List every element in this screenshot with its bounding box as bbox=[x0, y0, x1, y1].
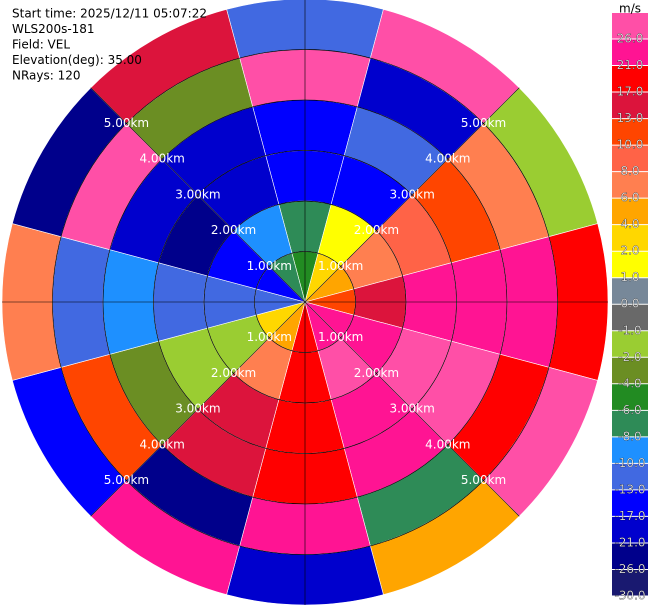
colorbar-tick-label: 10.0 bbox=[617, 138, 644, 152]
colorbar-tick-label: 8.0 bbox=[620, 164, 639, 178]
colorbar-segment bbox=[612, 251, 648, 278]
range-ring bbox=[52, 49, 558, 555]
colorbar-segment bbox=[612, 330, 648, 358]
colorbar-tick-label: -6.0 bbox=[618, 403, 641, 417]
colorbar-segment bbox=[612, 145, 648, 172]
colorbar-tick-label: 17.0 bbox=[617, 85, 644, 99]
colorbar-tick-label: 0.0 bbox=[620, 297, 639, 311]
annotation: Elevation(deg): 35.00 bbox=[12, 53, 142, 67]
range-label: 4.00km bbox=[139, 437, 184, 451]
colorbar-tick-label: -17.0 bbox=[614, 509, 645, 523]
range-label: 5.00km bbox=[461, 116, 506, 130]
annotation: WLS200s-181 bbox=[12, 22, 95, 36]
range-label: 2.00km bbox=[354, 223, 399, 237]
colorbar: m/s 26.0 21.0 17.0 13.0 10.0 8.0 6.0 4.0 2.0 1.0 0.… bbox=[612, 2, 648, 603]
colorbar-segment bbox=[612, 516, 648, 543]
colorbar-segment bbox=[612, 39, 648, 66]
colorbar-segment bbox=[612, 92, 648, 119]
colorbar-segment bbox=[612, 118, 648, 146]
radar-field bbox=[1, 0, 609, 606]
colorbar-label: m/s bbox=[619, 2, 641, 16]
colorbar-tick-label: 6.0 bbox=[620, 191, 639, 205]
colorbar-tick-label: 21.0 bbox=[617, 58, 644, 72]
range-label: 2.00km bbox=[211, 223, 256, 237]
range-label: 4.00km bbox=[425, 437, 470, 451]
range-label: 1.00km bbox=[247, 259, 292, 273]
range-ring bbox=[203, 200, 407, 404]
colorbar-segment bbox=[612, 489, 648, 517]
colorbar-tick-label: -8.0 bbox=[618, 429, 641, 443]
colorbar-tick-label: 2.0 bbox=[620, 244, 639, 258]
colorbar-tick-label: -30.0 bbox=[614, 589, 645, 603]
colorbar-tick-label: 13.0 bbox=[617, 111, 644, 125]
colorbar-segment bbox=[612, 65, 648, 93]
range-label: 4.00km bbox=[425, 152, 470, 166]
colorbar-segment bbox=[612, 277, 648, 305]
colorbar-segment bbox=[612, 224, 648, 252]
range-label: 1.00km bbox=[318, 259, 363, 273]
range-label: 5.00km bbox=[104, 473, 149, 487]
colorbar-segment bbox=[612, 463, 648, 490]
range-label: 5.00km bbox=[104, 116, 149, 130]
range-ring bbox=[153, 150, 457, 454]
colorbar-tick-label: -26.0 bbox=[614, 562, 645, 576]
range-label: 3.00km bbox=[389, 187, 434, 201]
colorbar-tick-label: -21.0 bbox=[614, 535, 645, 549]
colorbar-tick-label: 4.0 bbox=[620, 217, 639, 231]
colorbar-segment bbox=[612, 304, 648, 331]
range-label: 1.00km bbox=[247, 330, 292, 344]
header: Start time: 2025/12/11 05:07:22WLS200s-1… bbox=[12, 7, 207, 83]
annotation: NRays: 120 bbox=[12, 69, 81, 83]
colorbar-tick-label: -2.0 bbox=[618, 350, 641, 364]
colorbar-segment bbox=[612, 198, 648, 225]
colorbar-segment bbox=[612, 569, 648, 596]
colorbar-tick-label: 26.0 bbox=[617, 32, 644, 46]
colorbar-tick-label: -10.0 bbox=[614, 456, 645, 470]
colorbar-segment bbox=[612, 410, 648, 437]
range-label: 1.00km bbox=[318, 330, 363, 344]
colorbar-tick-label: -4.0 bbox=[618, 376, 641, 390]
range-label: 4.00km bbox=[139, 152, 184, 166]
overlay: 1.00km 1.00km 1.00km 1.00km 2.00km 2.00km 2.00… bbox=[2, 0, 608, 605]
colorbar-tick-label: -13.0 bbox=[614, 482, 645, 496]
annotation: Start time: 2025/12/11 05:07:22 bbox=[12, 7, 207, 21]
colorbar-segment bbox=[612, 357, 648, 384]
range-ring bbox=[102, 99, 508, 505]
colorbar-segment bbox=[612, 13, 648, 39]
range-label: 2.00km bbox=[211, 366, 256, 380]
annotation: Field: VEL bbox=[12, 38, 70, 52]
colorbar-segment bbox=[612, 542, 648, 570]
colorbar-segment bbox=[612, 436, 648, 464]
range-label: 2.00km bbox=[354, 366, 399, 380]
colorbar-segment bbox=[612, 383, 648, 411]
colorbar-tick-label: -1.0 bbox=[618, 323, 641, 337]
range-label: 5.00km bbox=[461, 473, 506, 487]
range-label: 3.00km bbox=[175, 402, 220, 416]
colorbar-segment bbox=[612, 171, 648, 199]
range-label: 3.00km bbox=[389, 402, 434, 416]
range-ring bbox=[254, 251, 356, 353]
colorbar-tick-label: 1.0 bbox=[620, 270, 639, 284]
range-label: 3.00km bbox=[175, 187, 220, 201]
